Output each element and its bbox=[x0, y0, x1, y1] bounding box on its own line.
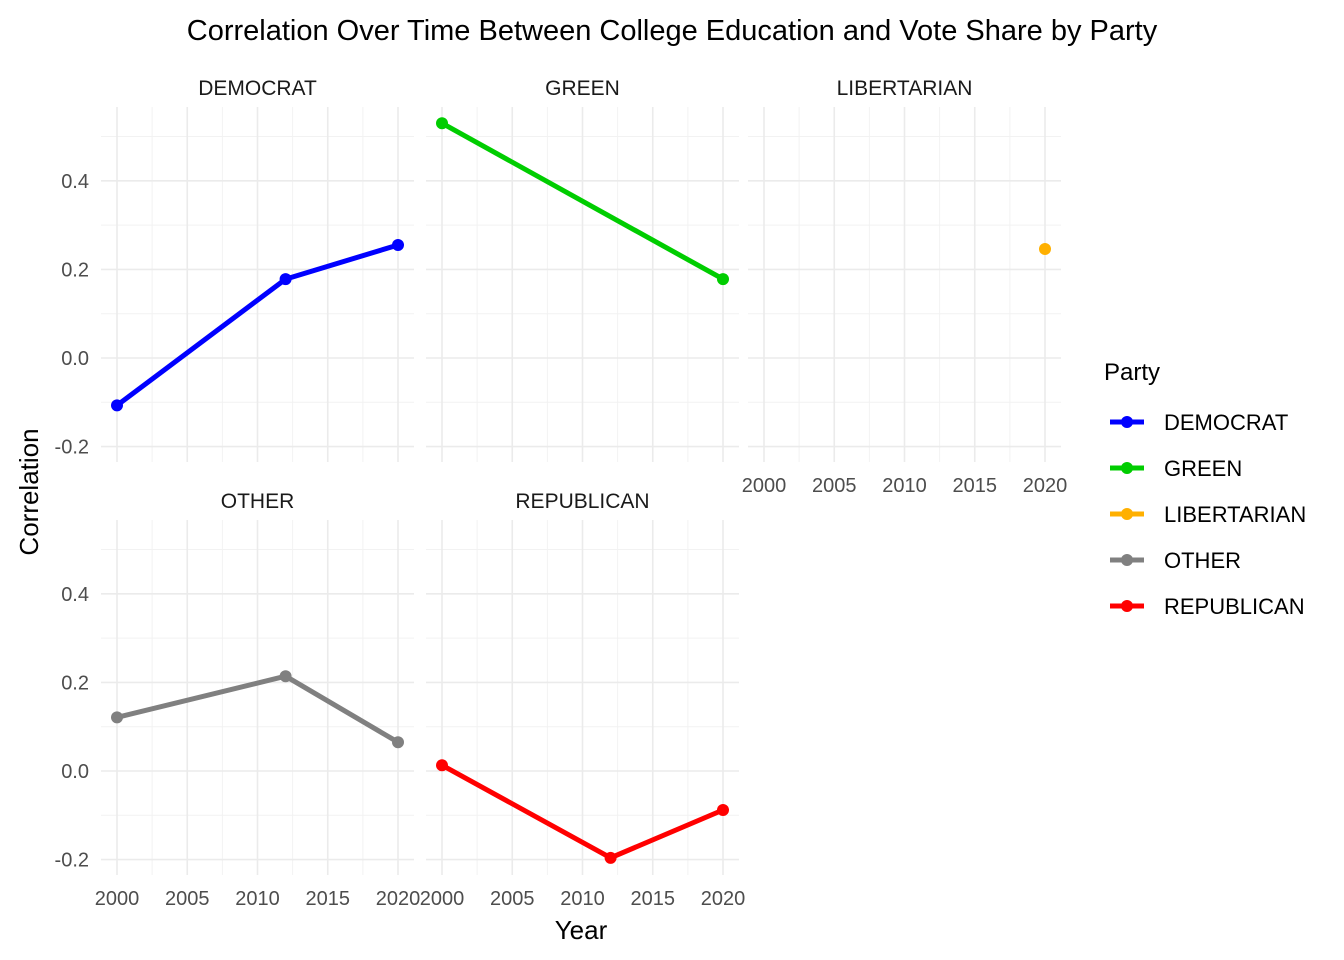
legend-key-point bbox=[1121, 508, 1133, 520]
data-point-green bbox=[717, 273, 729, 286]
legend-item-democrat: DEMOCRAT bbox=[1110, 410, 1288, 435]
data-point-republican bbox=[436, 759, 448, 772]
panel-republican: REPUBLICAN 2000 2005 2010 2015 2020 bbox=[420, 490, 746, 910]
legend-key-point bbox=[1121, 462, 1133, 474]
data-point-democrat bbox=[111, 399, 123, 412]
legend-key-point bbox=[1121, 600, 1133, 612]
x-tick-label: 2020 bbox=[701, 888, 746, 910]
y-tick-label: 0.0 bbox=[61, 348, 89, 370]
data-point-other bbox=[111, 711, 123, 724]
x-tick-label: 2020 bbox=[1023, 475, 1068, 497]
y-tick-label: 0.4 bbox=[61, 171, 89, 193]
data-point-democrat bbox=[392, 239, 404, 252]
data-point-republican bbox=[717, 803, 729, 816]
y-tick-label: -0.2 bbox=[55, 850, 89, 872]
y-tick-label: 0.4 bbox=[61, 584, 89, 606]
facet-strip-label: DEMOCRAT bbox=[198, 77, 317, 100]
y-tick-label: 0.0 bbox=[61, 761, 89, 783]
data-point-other bbox=[279, 670, 292, 683]
y-axis-label: Correlation bbox=[14, 428, 44, 555]
x-tick-label: 2010 bbox=[235, 888, 280, 910]
x-tick-label: 2005 bbox=[812, 475, 857, 497]
legend-label: OTHER bbox=[1164, 548, 1241, 573]
facet-strip-label: GREEN bbox=[545, 77, 620, 100]
x-tick-label: 2015 bbox=[631, 888, 676, 910]
data-point-libertarian bbox=[1039, 243, 1051, 256]
legend-label: DEMOCRAT bbox=[1164, 410, 1288, 435]
x-tick-label: 2000 bbox=[742, 475, 787, 497]
legend-item-libertarian: LIBERTARIAN bbox=[1110, 502, 1306, 527]
data-point-green bbox=[436, 117, 448, 130]
y-tick-label: 0.2 bbox=[61, 672, 89, 694]
x-tick-label: 2005 bbox=[165, 888, 210, 910]
panel-green: GREEN bbox=[426, 77, 739, 462]
y-tick-label: -0.2 bbox=[55, 437, 89, 459]
legend-label: GREEN bbox=[1164, 456, 1242, 481]
panel-democrat: DEMOCRAT -0.2 0.0 0.2 0.4 bbox=[55, 77, 414, 462]
x-axis-label: Year bbox=[555, 915, 608, 945]
facet-strip-label: REPUBLICAN bbox=[515, 490, 649, 513]
x-tick-label: 2000 bbox=[420, 888, 465, 910]
legend-label: LIBERTARIAN bbox=[1164, 502, 1306, 527]
facet-panels: DEMOCRAT -0.2 0.0 0.2 0.4 GREEN LIBERTARIAN 200… bbox=[55, 77, 1068, 910]
facet-strip-label: LIBERTARIAN bbox=[837, 77, 973, 100]
series-line-green bbox=[440, 121, 725, 282]
legend: Party DEMOCRAT GREEN LIBERTARIAN OTHER REPUB… bbox=[1104, 359, 1306, 619]
x-tick-label: 2010 bbox=[882, 475, 927, 497]
x-tick-label: 2015 bbox=[306, 888, 351, 910]
x-tick-label: 2010 bbox=[560, 888, 605, 910]
axis-labels: Year Correlation bbox=[14, 428, 608, 945]
x-tick-label: 2015 bbox=[953, 475, 998, 497]
legend-title: Party bbox=[1104, 359, 1160, 386]
data-point-democrat bbox=[279, 273, 292, 286]
facet-strip-label: OTHER bbox=[221, 490, 295, 513]
chart-title: Correlation Over Time Between College Ed… bbox=[187, 15, 1158, 47]
legend-item-republican: REPUBLICAN bbox=[1110, 594, 1305, 619]
x-tick-label: 2000 bbox=[95, 888, 140, 910]
legend-label: REPUBLICAN bbox=[1164, 594, 1305, 619]
x-tick-label: 2020 bbox=[376, 888, 421, 910]
panel-libertarian: LIBERTARIAN 2000 2005 2010 2015 2020 bbox=[742, 77, 1068, 497]
data-point-other bbox=[392, 736, 404, 749]
y-tick-label: 0.2 bbox=[61, 259, 89, 281]
legend-item-green: GREEN bbox=[1110, 456, 1242, 481]
x-tick-label: 2005 bbox=[490, 888, 535, 910]
legend-key-point bbox=[1121, 416, 1133, 428]
data-point-republican bbox=[604, 851, 617, 864]
legend-key-point bbox=[1121, 554, 1133, 566]
legend-item-other: OTHER bbox=[1110, 548, 1241, 573]
panel-other: OTHER -0.2 0.0 0.2 0.4 2000 2005 2010 2015 2020 bbox=[55, 490, 421, 910]
